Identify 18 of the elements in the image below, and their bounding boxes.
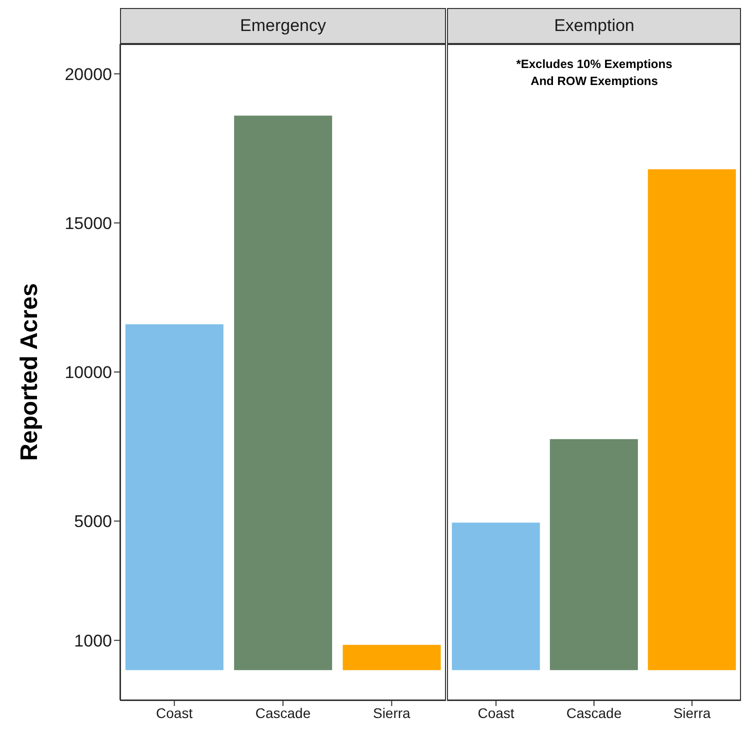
x-tick-label: Cascade	[566, 704, 622, 721]
bar	[342, 644, 441, 670]
strip-header: Exemption	[447, 8, 742, 44]
y-tick-label: 5000	[74, 512, 112, 532]
bar	[234, 116, 332, 670]
y-tick-label: 10000	[64, 363, 112, 382]
y-tick-label: 1000	[74, 631, 112, 650]
y-tick-label: 20000	[64, 64, 112, 84]
x-tick-label: Coast	[478, 704, 515, 721]
x-tick-label: Sierra	[674, 704, 712, 721]
x-tick-label: Sierra	[372, 704, 411, 721]
strip-header: Emergency	[120, 8, 446, 44]
x-tick-label: Cascade	[255, 704, 311, 721]
bar	[125, 324, 224, 670]
y-tick-label: 15000	[64, 214, 112, 233]
y-axis-title: Reported Acres	[16, 283, 44, 461]
annotation: *Excludes 10% Exemptions And ROW Exemptions	[515, 56, 674, 90]
x-tick-label: Coast	[156, 704, 193, 721]
